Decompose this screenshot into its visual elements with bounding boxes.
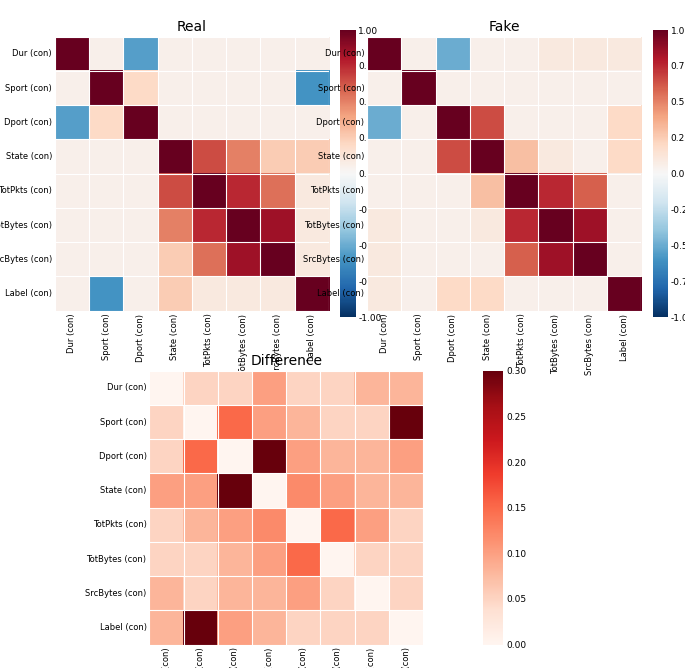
Title: Real: Real bbox=[177, 20, 207, 34]
Title: Fake: Fake bbox=[488, 20, 520, 34]
Title: Difference: Difference bbox=[250, 354, 322, 368]
